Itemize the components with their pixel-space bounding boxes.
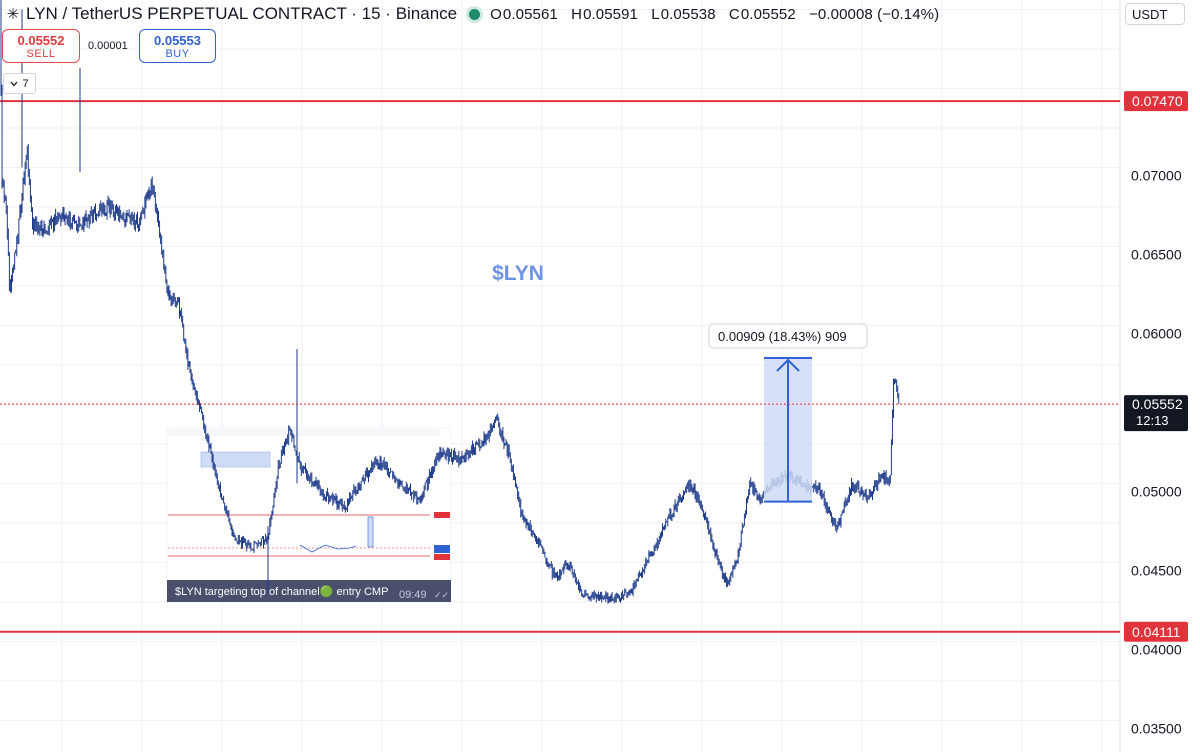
buy-label: BUY: [165, 48, 190, 60]
price-axis-tick: 0.07000: [1131, 167, 1182, 183]
current-price-label: 0.05552: [1132, 396, 1183, 412]
inset-time: 09:49: [399, 589, 427, 601]
measure-label: 0.00909 (18.43%) 909: [718, 329, 847, 344]
price-level-label: 0.07470: [1132, 93, 1183, 109]
ohlc-low-value: 0.05538: [660, 5, 716, 23]
currency-selector[interactable]: USDT: [1125, 3, 1185, 25]
ohlc-low-key: L: [651, 5, 660, 23]
price-axis: 0.080000.070000.065000.060000.050000.045…: [1124, 9, 1188, 736]
inset-screenshot: $LYN targeting top of channel🟢 entry CMP…: [166, 427, 452, 604]
price-axis-tick: 0.04000: [1131, 641, 1182, 657]
sell-price: 0.05552: [17, 33, 65, 48]
price-level-label: 0.04111: [1132, 624, 1181, 640]
bar-countdown: 12:13: [1136, 413, 1169, 428]
ohlc-open-value: 0.05561: [502, 5, 558, 23]
inset-header: [169, 429, 439, 436]
ohlc-close-value: 0.05552: [740, 5, 796, 23]
measure-label-box: [708, 323, 868, 349]
inset-caption-bar: [167, 580, 451, 602]
price-axis-tick: 0.06500: [1131, 246, 1182, 262]
inset-axis-tag-3: [434, 554, 450, 560]
sell-label: SELL: [26, 48, 56, 60]
price-axis-tick: 0.06000: [1131, 325, 1182, 341]
market-status-icon: [469, 8, 481, 20]
spread-value: 0.00001: [88, 40, 128, 52]
sell-button[interactable]: 0.05552 SELL: [2, 29, 80, 63]
measure-arrow-head: [776, 358, 800, 372]
price-axis-tick: 0.05000: [1131, 483, 1182, 499]
inset-axis-tag: [434, 545, 450, 553]
ohlc-open-key: O: [490, 5, 502, 23]
chart-watermark: $LYN: [492, 262, 544, 285]
chart-header: ✳ LYN / TetherUS PERPETUAL CONTRACT · 15…: [0, 0, 1120, 28]
buy-price: 0.05553: [154, 33, 201, 48]
ohlc-values: O0.05561 H0.05591 L0.05538 C0.05552 −0.0…: [490, 6, 939, 23]
indicators-toggle[interactable]: 7: [3, 73, 36, 94]
inset-caption: $LYN targeting top of channel🟢 entry CMP: [175, 585, 388, 598]
price-level-tag: [1124, 621, 1188, 642]
double-check-icon: ✓✓: [434, 591, 449, 601]
ohlc-change: −0.00008 (−0.14%): [809, 5, 940, 23]
currency-label: USDT: [1132, 6, 1168, 22]
price-axis-tick: 0.03500: [1131, 720, 1182, 736]
indicators-count: 7: [22, 77, 29, 90]
ohlc-high-value: 0.05591: [583, 5, 638, 23]
chart-grid: [0, 0, 1120, 752]
chevron-down-icon: [10, 81, 18, 86]
symbol-title[interactable]: LYN / TetherUS PERPETUAL CONTRACT · 15 ·…: [26, 4, 458, 23]
inset-measure-box: [200, 451, 271, 468]
price-series: [0, 0, 900, 604]
inset-axis-tag-2: [434, 512, 450, 518]
inset-measure-small: [367, 516, 374, 548]
price-level-tag: [1124, 91, 1188, 112]
buy-button[interactable]: 0.05553 BUY: [139, 29, 216, 63]
inset-recent-price: [299, 544, 357, 553]
ohlc-close-key: C: [728, 5, 740, 23]
current-price-tag: [1124, 395, 1188, 432]
price-axis-tick: 0.04500: [1131, 562, 1182, 578]
tradingview-logo-icon: ✳: [6, 6, 20, 23]
ohlc-high-key: H: [571, 5, 583, 23]
